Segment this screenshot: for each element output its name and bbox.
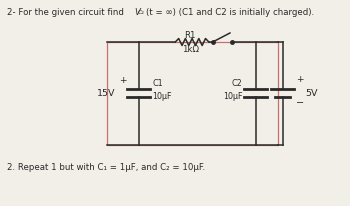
Text: V: V xyxy=(134,8,140,17)
Text: +: + xyxy=(119,76,126,84)
Bar xyxy=(107,42,278,145)
Text: C1: C1 xyxy=(152,78,163,88)
Text: C₂: C₂ xyxy=(138,10,145,15)
Text: 10μF: 10μF xyxy=(152,91,172,101)
Text: +: + xyxy=(296,75,303,83)
Text: (t = ∞) (C1 and C2 is initially charged).: (t = ∞) (C1 and C2 is initially charged)… xyxy=(146,8,314,17)
Text: 5V: 5V xyxy=(306,89,318,97)
Text: 10μF: 10μF xyxy=(223,91,243,101)
Text: 15V: 15V xyxy=(97,89,116,97)
Text: 2. Repeat 1 but with C₁ = 1μF, and C₂ = 10μF.: 2. Repeat 1 but with C₁ = 1μF, and C₂ = … xyxy=(7,163,205,172)
Text: C2: C2 xyxy=(232,78,243,88)
Text: 2- For the given circuit find: 2- For the given circuit find xyxy=(7,8,126,17)
Text: R1: R1 xyxy=(184,31,196,40)
Text: 1kΩ: 1kΩ xyxy=(182,45,199,54)
Text: −: − xyxy=(296,98,304,108)
